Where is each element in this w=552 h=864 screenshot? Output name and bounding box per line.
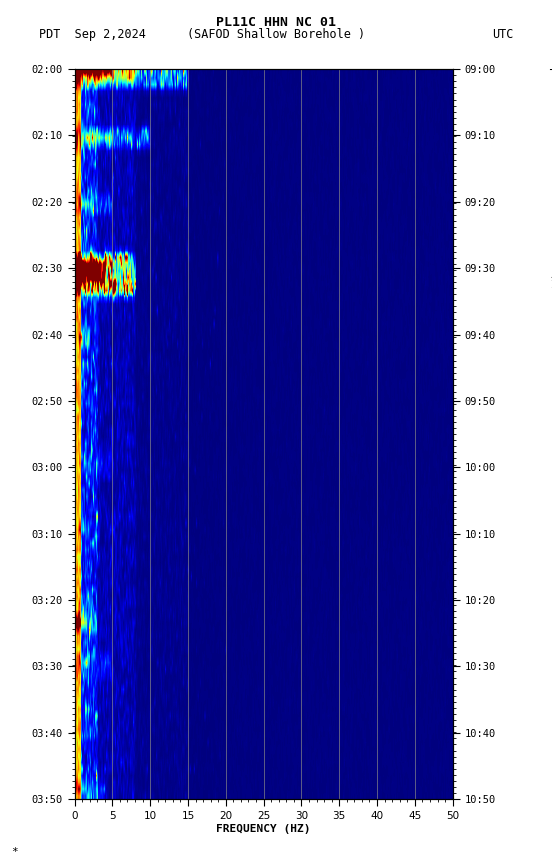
Text: (SAFOD Shallow Borehole ): (SAFOD Shallow Borehole )	[187, 28, 365, 41]
X-axis label: FREQUENCY (HZ): FREQUENCY (HZ)	[216, 823, 311, 834]
Text: *: *	[11, 847, 18, 857]
Text: PL11C HHN NC 01: PL11C HHN NC 01	[216, 16, 336, 29]
Text: PDT  Sep 2,2024: PDT Sep 2,2024	[39, 28, 146, 41]
Text: UTC: UTC	[492, 28, 513, 41]
